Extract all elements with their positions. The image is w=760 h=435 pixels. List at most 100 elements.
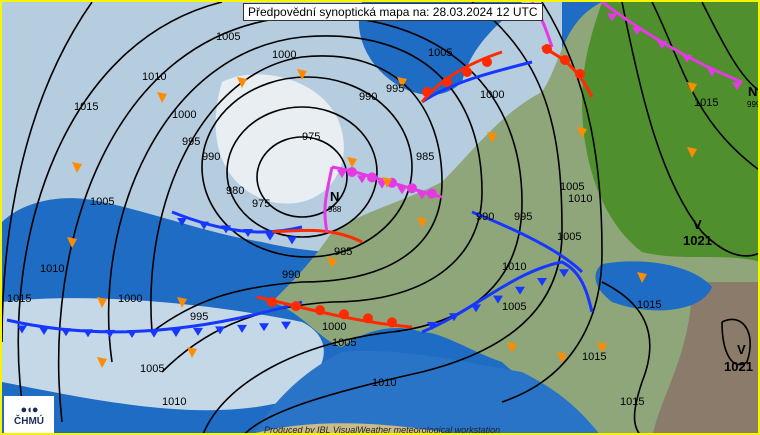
isobar-label: 985 (416, 151, 434, 163)
wind-arrow-icon (382, 177, 392, 188)
isobar-label: 985 (334, 246, 352, 258)
wind-arrow-icon (557, 352, 567, 363)
front-triangle (199, 221, 209, 230)
isobar-label: 995 (190, 311, 208, 323)
isobar-label: 980 (226, 185, 244, 197)
isobar-label: 1005 (90, 196, 114, 208)
front-triangle (83, 329, 93, 338)
isobar (256, 136, 348, 218)
isobar (226, 106, 378, 238)
isobar-label: 990 (202, 151, 220, 163)
isobar-label: 1010 (40, 263, 64, 275)
front-semicircle (347, 167, 357, 177)
high-center: V 1021 (724, 342, 753, 374)
wind-arrow-icon (237, 77, 247, 88)
isobar-label: 995 (386, 83, 404, 95)
wind-arrow-icon (577, 127, 587, 138)
high-value: 1021 (683, 233, 712, 248)
isobar-label: 1000 (272, 49, 296, 61)
wind-arrow-icon (72, 162, 82, 173)
front-triangle (61, 328, 71, 337)
wind-arrow-icon (327, 257, 337, 268)
isobar (57, 15, 523, 433)
wind-arrow-icon (397, 77, 407, 88)
isobar-label: 1000 (172, 109, 196, 121)
isobar (601, 281, 651, 433)
front-triangle (337, 170, 347, 178)
front-triangle (632, 27, 642, 36)
wind-arrow-icon (637, 272, 647, 283)
isobar-label: 1000 (118, 293, 142, 305)
front-triangle (127, 329, 137, 338)
footer-credit: Produced by IBL VisualWeather meteorolog… (264, 425, 501, 435)
front-triangle (427, 322, 437, 330)
front-semicircle (407, 183, 417, 194)
high-letter: V (693, 217, 702, 232)
front-semicircle (560, 55, 570, 65)
wind-arrow-icon (297, 69, 307, 80)
wind-arrow-icon (97, 297, 107, 308)
isobar (150, 55, 443, 333)
warm-front (256, 45, 594, 329)
front-triangle (682, 54, 692, 63)
wind-arrow-icon (417, 217, 427, 228)
isobar-label: 975 (302, 131, 320, 143)
cloud-area (215, 74, 344, 204)
high-letter: V (737, 342, 746, 357)
front-triangle (449, 313, 459, 322)
front-triangle (265, 232, 275, 241)
front-triangle (417, 191, 427, 200)
front-triangle (707, 68, 717, 77)
high-value: 1021 (724, 359, 753, 374)
isobar-label: 1005 (557, 231, 581, 243)
isobar (721, 318, 751, 366)
front-semicircle (267, 297, 277, 307)
front-triangle (287, 236, 297, 245)
front-triangle (237, 324, 247, 333)
front-semicircle (291, 301, 301, 312)
front-triangle (39, 327, 49, 336)
isobar-label: 1005 (140, 363, 164, 375)
isobar (201, 76, 413, 258)
isobar-label: 975 (252, 198, 270, 210)
front-semicircle (422, 87, 432, 97)
wind-arrow-icon (687, 147, 697, 158)
isobar-label: 1005 (332, 337, 356, 349)
wind-arrow-icon (487, 132, 497, 143)
front-triangle (215, 326, 225, 335)
chmu-logo: ●◖● ČHMÚ (4, 396, 54, 433)
isobar-label: 1005 (502, 301, 526, 313)
isobar (701, 2, 758, 91)
front-triangle (149, 329, 159, 338)
front-semicircle (482, 57, 492, 67)
front-triangle (515, 286, 525, 295)
logo-symbol: ●◖● (20, 404, 39, 416)
isobar-label: 1005 (216, 31, 240, 43)
isobar-label: 1015 (7, 293, 31, 305)
front-triangle (259, 323, 269, 332)
isobar-label: 990 (359, 91, 377, 103)
front-triangle (397, 186, 407, 195)
front-triangle (17, 325, 27, 334)
isobar-label: 1010 (162, 396, 186, 408)
front-triangle (732, 82, 742, 91)
front-semicircle (387, 317, 397, 328)
isobar-label: 990 (476, 211, 494, 223)
isobar-label: 1010 (568, 193, 592, 205)
wind-arrow-icon (177, 297, 187, 308)
wind-arrow-icon (67, 237, 77, 248)
front-semicircle (442, 77, 452, 87)
isobar-label: 1000 (480, 89, 504, 101)
front-triangle (105, 329, 115, 338)
front-triangle (193, 327, 203, 336)
low-letter: N (330, 189, 339, 204)
isobar-label: 1015 (74, 101, 98, 113)
front-triangle (243, 229, 253, 237)
wind-arrow-icon (687, 82, 697, 93)
map-title: Předpovědní synoptická mapa na: 28.03.20… (243, 3, 543, 21)
land-africa (255, 423, 442, 433)
